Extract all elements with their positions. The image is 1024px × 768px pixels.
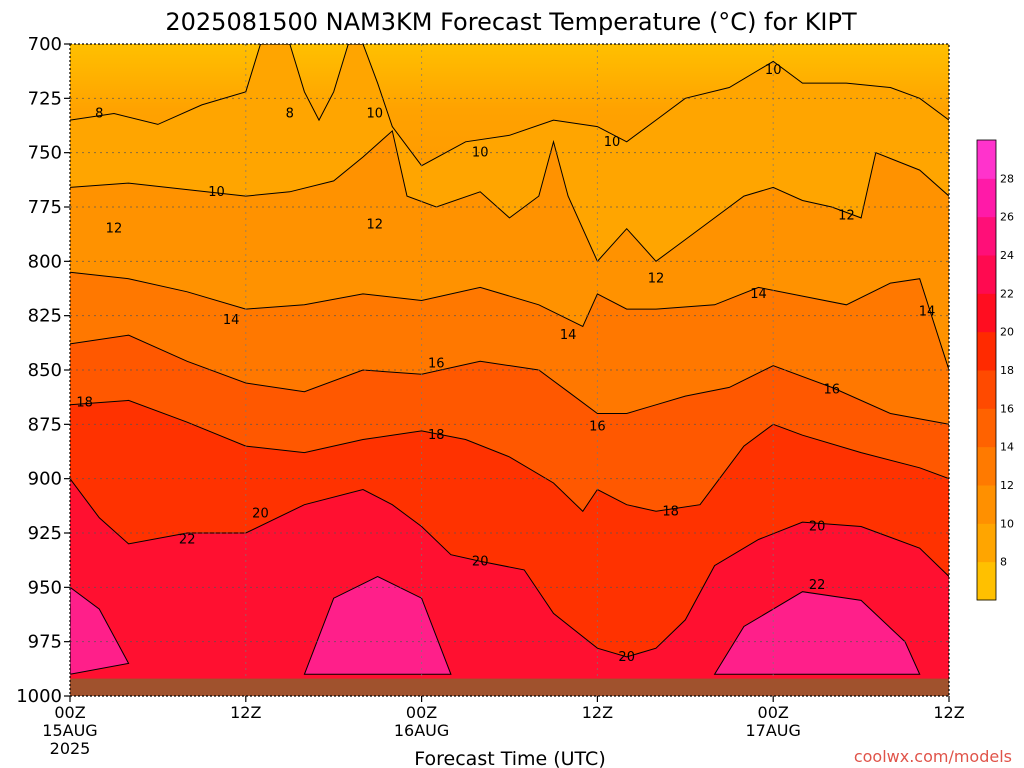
colorbar-tick-label: 22: [1000, 287, 1014, 300]
contour-label: 8: [286, 107, 294, 122]
ground-surface-band: [70, 678, 949, 696]
x-tick-time-label: 12Z: [933, 703, 964, 722]
colorbar-swatch: [977, 446, 996, 486]
colorbar-swatch: [977, 178, 996, 218]
ground-surface: [70, 678, 949, 696]
x-tick-time-label: 12Z: [582, 703, 613, 722]
y-axis: 700 725 750 775 800 825 850 875 900 925 950 975 1000: [16, 34, 70, 707]
credit-text: coolwx.com/models: [854, 747, 1012, 766]
chart-title: 2025081500 NAM3KM Forecast Temperature (…: [165, 8, 857, 36]
y-tick-label: 1000: [16, 686, 62, 707]
y-tick-label: 800: [28, 251, 62, 272]
contour-label: 8: [95, 107, 103, 122]
colorbar-frame: [976, 139, 997, 601]
contour-label: 14: [919, 304, 936, 319]
colorbar-swatch: [977, 370, 996, 409]
x-tick-date-label: 16AUG: [394, 721, 449, 740]
colorbar-tick-label: 28: [1000, 172, 1014, 185]
y-tick-label: 875: [28, 414, 62, 435]
isotherm-line: [70, 129, 949, 263]
x-tick-time-label: 00Z: [758, 703, 789, 722]
y-tick-label: 900: [28, 469, 62, 490]
colorbar-tick-label: 14: [1000, 441, 1014, 454]
y-tick-label: 700: [28, 34, 62, 55]
colorbar-tick-label: 26: [1000, 211, 1014, 224]
contour-label: 18: [76, 396, 93, 411]
contour-label: 14: [560, 328, 577, 343]
colorbar-swatch: [977, 523, 996, 563]
x-tick-time-label: 00Z: [54, 703, 85, 722]
colorbar-tick-label: 8: [1000, 556, 1007, 569]
contour-label: 18: [662, 504, 679, 519]
contour-label: 12: [366, 217, 383, 232]
colorbar-tick-label: 12: [1000, 479, 1014, 492]
isotherm-line: [70, 334, 949, 425]
colorbar-swatch: [977, 561, 996, 601]
contour-label: 22: [809, 578, 826, 593]
x-tick-time-label: 00Z: [406, 703, 437, 722]
y-tick-label: 775: [28, 197, 62, 218]
x-tick-date-label: 15AUG: [42, 721, 97, 740]
plot-area: 8 8 10 10 10 10 10 12 12 12 12 14 14 14 14 16 16 16 18 18 18…: [70, 44, 949, 696]
colorbar: 8 10 12 14 16 18 20 22 24 26 28: [976, 139, 1014, 601]
colorbar-tick-label: 20: [1000, 326, 1014, 339]
colorbar-swatch: [977, 255, 996, 294]
warm-core: [303, 575, 452, 675]
warm-core: [713, 591, 921, 675]
colorbar-swatch: [977, 408, 996, 448]
contour-label: 20: [252, 506, 269, 521]
y-tick-label: 825: [28, 306, 62, 327]
contour-label: 10: [472, 146, 489, 161]
contour-label: 14: [750, 287, 767, 302]
contour-label: 20: [618, 650, 635, 665]
contour-label: 20: [809, 519, 826, 534]
contour-label: 14: [223, 313, 240, 328]
colorbar-swatch: [977, 140, 996, 179]
x-tick-time-label: 12Z: [230, 703, 261, 722]
x-axis-label: Forecast Time (UTC): [414, 748, 605, 768]
contour-label: 10: [765, 63, 782, 78]
colorbar-tick-label: 18: [1000, 364, 1014, 377]
isotherm-line: [70, 399, 949, 513]
y-tick-label: 950: [28, 577, 62, 598]
contour-label: 16: [428, 356, 445, 371]
y-tick-label: 850: [28, 360, 62, 381]
colorbar-swatch: [977, 331, 996, 371]
contour-label: 10: [604, 135, 621, 150]
contour-label: 12: [838, 209, 855, 224]
contour-label: 12: [106, 222, 123, 237]
contour-label: 16: [824, 383, 841, 398]
isotherm-line: [70, 271, 949, 371]
contour-label: 16: [589, 420, 606, 435]
colorbar-tick-label: 10: [1000, 517, 1014, 530]
colorbar-swatch: [977, 216, 996, 256]
grid-lines: [70, 44, 949, 696]
y-tick-label: 975: [28, 632, 62, 653]
colorbar-swatch: [977, 485, 996, 524]
contour-label: 22: [179, 533, 196, 548]
y-tick-label: 750: [28, 143, 62, 164]
contour-label: 20: [472, 554, 489, 569]
warm-core: [70, 586, 130, 675]
contour-label: 18: [428, 428, 445, 443]
contour-label: 12: [648, 272, 665, 287]
y-tick-label: 925: [28, 523, 62, 544]
contour-labels: 8 8 10 10 10 10 10 12 12 12 12 14 14 14 14 16 16 16 18 18 18…: [76, 63, 935, 665]
contour-label: 10: [366, 107, 383, 122]
y-tick-label: 725: [28, 88, 62, 109]
colorbar-swatch: [977, 293, 996, 333]
colorbar-tick-label: 16: [1000, 402, 1014, 415]
x-tick-date-label: 17AUG: [745, 721, 800, 740]
x-tick-year-label: 2025: [50, 739, 91, 758]
contour-label: 10: [208, 185, 225, 200]
colorbar-tick-label: 24: [1000, 249, 1014, 262]
